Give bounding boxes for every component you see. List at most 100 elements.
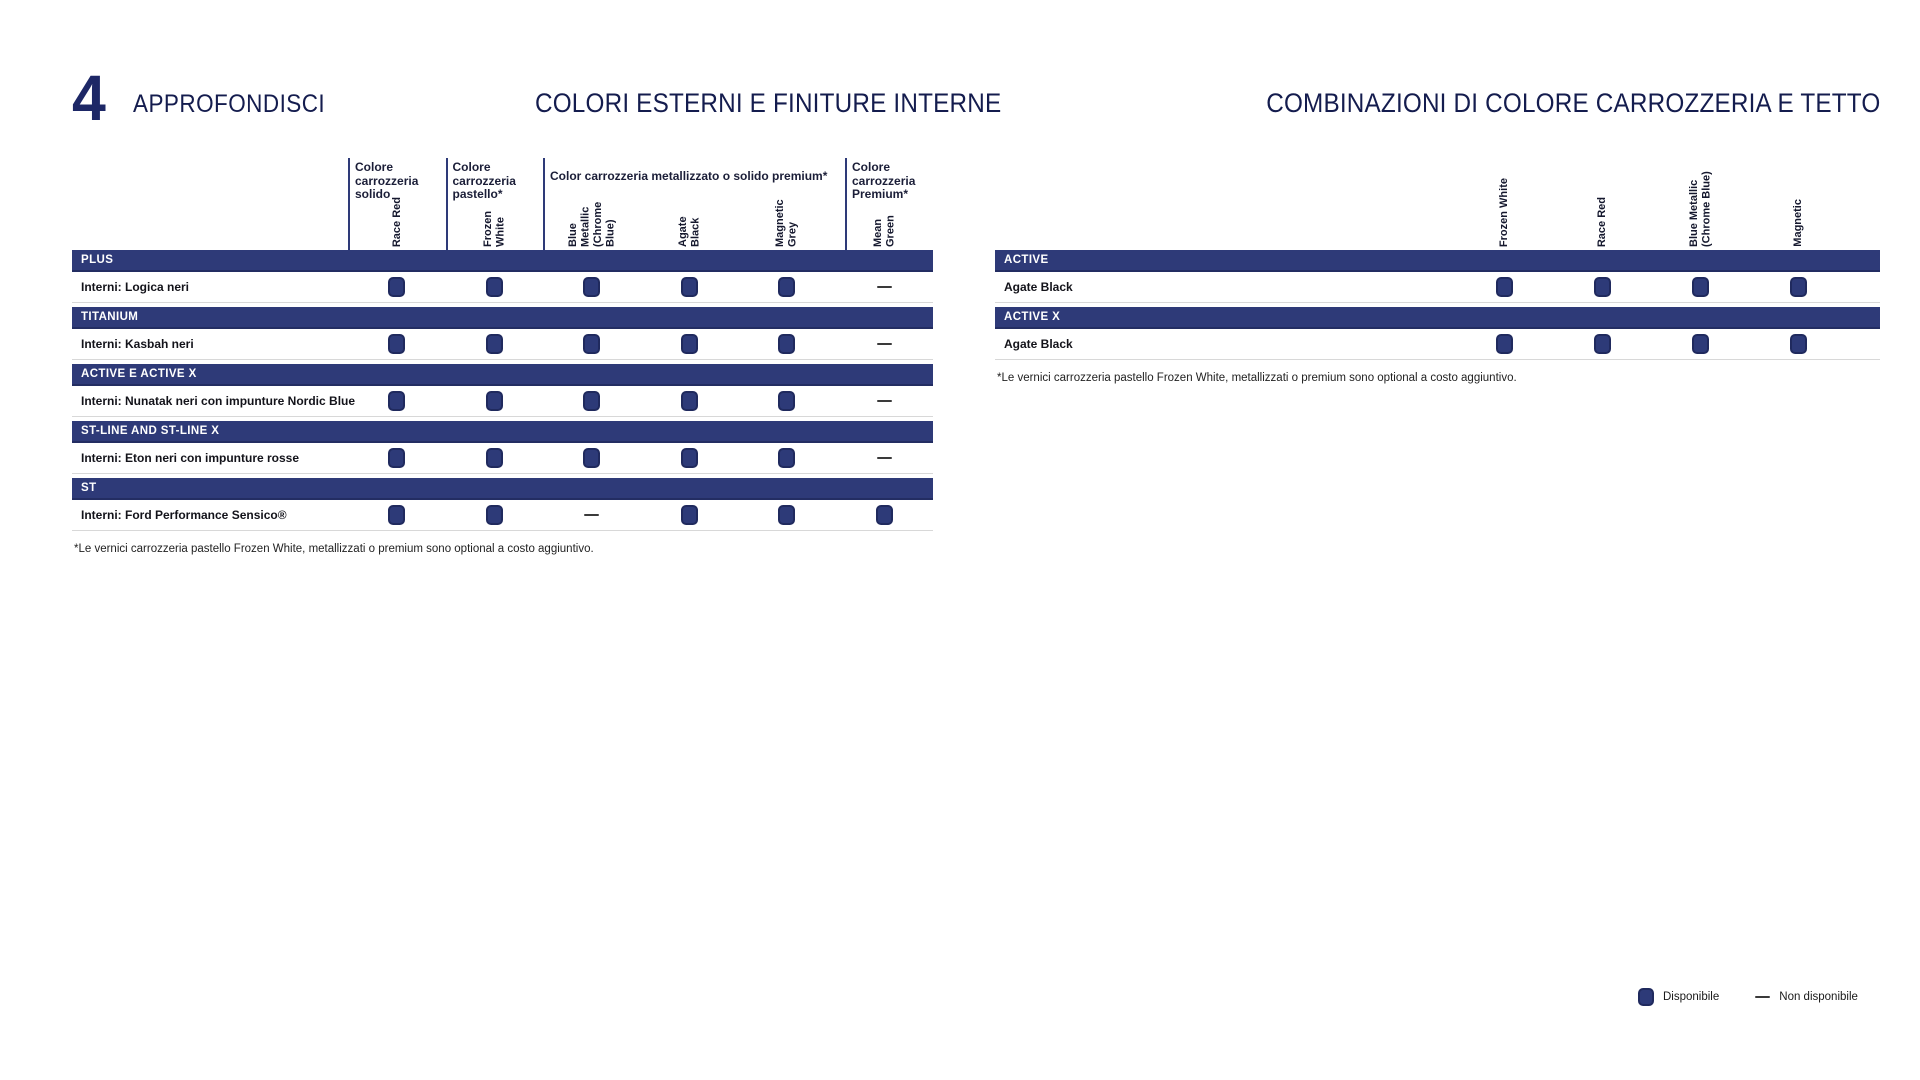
not-available-marker-icon bbox=[876, 399, 892, 403]
column-group-pastel: Colore carrozzeria pastello* bbox=[445, 158, 544, 250]
available-marker-icon bbox=[1495, 277, 1513, 297]
availability-cell bbox=[738, 443, 836, 473]
available-marker-icon bbox=[583, 448, 601, 468]
interior-row-label: Agate Black bbox=[1004, 337, 1073, 351]
available-marker-icon bbox=[388, 334, 406, 354]
color-column-header: Frozen White bbox=[446, 158, 544, 247]
color-column-label: Magnetic Grey bbox=[774, 199, 799, 247]
color-column-header: Race Red bbox=[1553, 158, 1651, 247]
availability-cell bbox=[1553, 329, 1651, 359]
color-column-label: Frozen White bbox=[1497, 177, 1510, 247]
legend: Disponibile Non disponibile bbox=[1638, 988, 1858, 1006]
availability-cell bbox=[836, 272, 934, 302]
column-group-solid: Colore carrozzeria solido bbox=[348, 158, 446, 250]
availability-cell bbox=[641, 443, 739, 473]
interior-row-label: Agate Black bbox=[1004, 280, 1073, 294]
legend-available-label: Disponibile bbox=[1663, 991, 1720, 1003]
availability-cell bbox=[1455, 329, 1553, 359]
available-marker-icon bbox=[388, 505, 406, 525]
interior-row: Interni: Kasbah neri bbox=[72, 329, 933, 360]
color-column-label: Magnetic bbox=[1791, 199, 1804, 247]
not-available-marker-icon bbox=[584, 513, 600, 517]
interior-row: Interni: Eton neri con impunture rosse bbox=[72, 443, 933, 474]
available-marker-icon bbox=[1789, 334, 1807, 354]
availability-cell bbox=[446, 386, 544, 416]
available-marker-icon bbox=[1691, 277, 1709, 297]
availability-cell bbox=[1553, 272, 1651, 302]
available-marker-icon bbox=[485, 334, 503, 354]
available-marker-icon bbox=[485, 277, 503, 297]
exterior-interior-table-header: Colore carrozzeria solido Colore carrozz… bbox=[72, 158, 933, 250]
availability-cell bbox=[1455, 272, 1553, 302]
interior-row-label: Interni: Ford Performance Sensico® bbox=[81, 508, 287, 522]
trim-section-bar: ACTIVE bbox=[995, 250, 1880, 272]
available-marker-icon bbox=[1691, 334, 1709, 354]
section-number: 4 bbox=[72, 62, 106, 134]
availability-cell bbox=[1749, 329, 1847, 359]
available-marker-icon bbox=[1593, 334, 1611, 354]
exterior-interior-table: Colore carrozzeria solido Colore carrozz… bbox=[72, 158, 933, 555]
color-column-header: Blue Metallic (Chrome Blue) bbox=[543, 158, 641, 247]
availability-cell bbox=[641, 500, 739, 530]
available-marker-icon bbox=[778, 448, 796, 468]
availability-cell bbox=[348, 500, 446, 530]
not-available-marker-icon bbox=[876, 342, 892, 346]
availability-cell bbox=[641, 386, 739, 416]
availability-cell bbox=[738, 272, 836, 302]
availability-cell bbox=[348, 329, 446, 359]
color-column-label: Frozen White bbox=[481, 210, 507, 247]
interior-row-label: Interni: Kasbah neri bbox=[81, 337, 194, 351]
right-table-title: COMBINAZIONI DI COLORE CARROZZERIA E TET… bbox=[1265, 88, 1880, 118]
color-column-label: Mean Green bbox=[871, 215, 897, 247]
interior-row: Interni: Ford Performance Sensico® bbox=[72, 500, 933, 531]
availability-cell bbox=[836, 443, 934, 473]
interior-row: Interni: Logica neri bbox=[72, 272, 933, 303]
body-roof-table-header: Frozen White Race Red Blue Metallic (Chrom… bbox=[995, 158, 1880, 250]
availability-cell bbox=[348, 272, 446, 302]
availability-cell bbox=[1651, 272, 1749, 302]
color-column-label: Blue Metallic (Chrome Blue) bbox=[1687, 171, 1713, 247]
available-marker-icon bbox=[680, 334, 698, 354]
trim-section-bar: ACTIVE X bbox=[995, 307, 1880, 329]
availability-cell bbox=[543, 386, 641, 416]
not-available-marker-icon bbox=[876, 456, 892, 460]
left-table-title: COLORI ESTERNI E FINITURE INTERNE bbox=[535, 88, 1002, 118]
availability-cell bbox=[543, 329, 641, 359]
availability-cell bbox=[543, 443, 641, 473]
available-marker-icon bbox=[1495, 334, 1513, 354]
available-marker-icon bbox=[680, 391, 698, 411]
right-footnote: *Le vernici carrozzeria pastello Frozen … bbox=[997, 372, 1517, 384]
availability-cell bbox=[738, 329, 836, 359]
color-column-label: Race Red bbox=[390, 196, 403, 247]
available-marker-icon bbox=[1638, 988, 1654, 1006]
color-column-header: Magnetic Grey bbox=[738, 158, 836, 247]
color-column-label: Agate Black bbox=[676, 216, 702, 247]
available-marker-icon bbox=[388, 448, 406, 468]
available-marker-icon bbox=[388, 277, 406, 297]
interior-row-label: Interni: Eton neri con impunture rosse bbox=[81, 451, 300, 465]
available-marker-icon bbox=[485, 448, 503, 468]
not-available-marker-icon bbox=[876, 285, 892, 289]
available-marker-icon bbox=[485, 391, 503, 411]
body-roof-table: Frozen White Race Red Blue Metallic (Chrom… bbox=[995, 158, 1880, 384]
trim-sections: ACTIVE Agate Black ACTIVE X Agate Black bbox=[995, 250, 1880, 360]
trim-section-bar: ST-LINE AND ST-LINE X bbox=[72, 421, 933, 443]
availability-cell bbox=[543, 500, 641, 530]
interior-row-label: Interni: Logica neri bbox=[81, 280, 190, 294]
availability-cell bbox=[348, 386, 446, 416]
interior-row: Interni: Nunatak neri con impunture Nord… bbox=[72, 386, 933, 417]
availability-cell bbox=[836, 329, 934, 359]
availability-cell bbox=[446, 500, 544, 530]
available-marker-icon bbox=[1593, 277, 1611, 297]
trim-section-bar: PLUS bbox=[72, 250, 933, 272]
availability-cell bbox=[446, 329, 544, 359]
color-column-header: Blue Metallic (Chrome Blue) bbox=[1651, 158, 1749, 247]
availability-cell bbox=[446, 443, 544, 473]
color-column-header: Magnetic bbox=[1749, 158, 1847, 247]
color-column-label: Race Red bbox=[1595, 196, 1608, 247]
color-column-header: Agate Black bbox=[641, 158, 739, 247]
available-marker-icon bbox=[583, 277, 601, 297]
trim-section-bar: ST bbox=[72, 478, 933, 500]
availability-cell bbox=[836, 386, 934, 416]
